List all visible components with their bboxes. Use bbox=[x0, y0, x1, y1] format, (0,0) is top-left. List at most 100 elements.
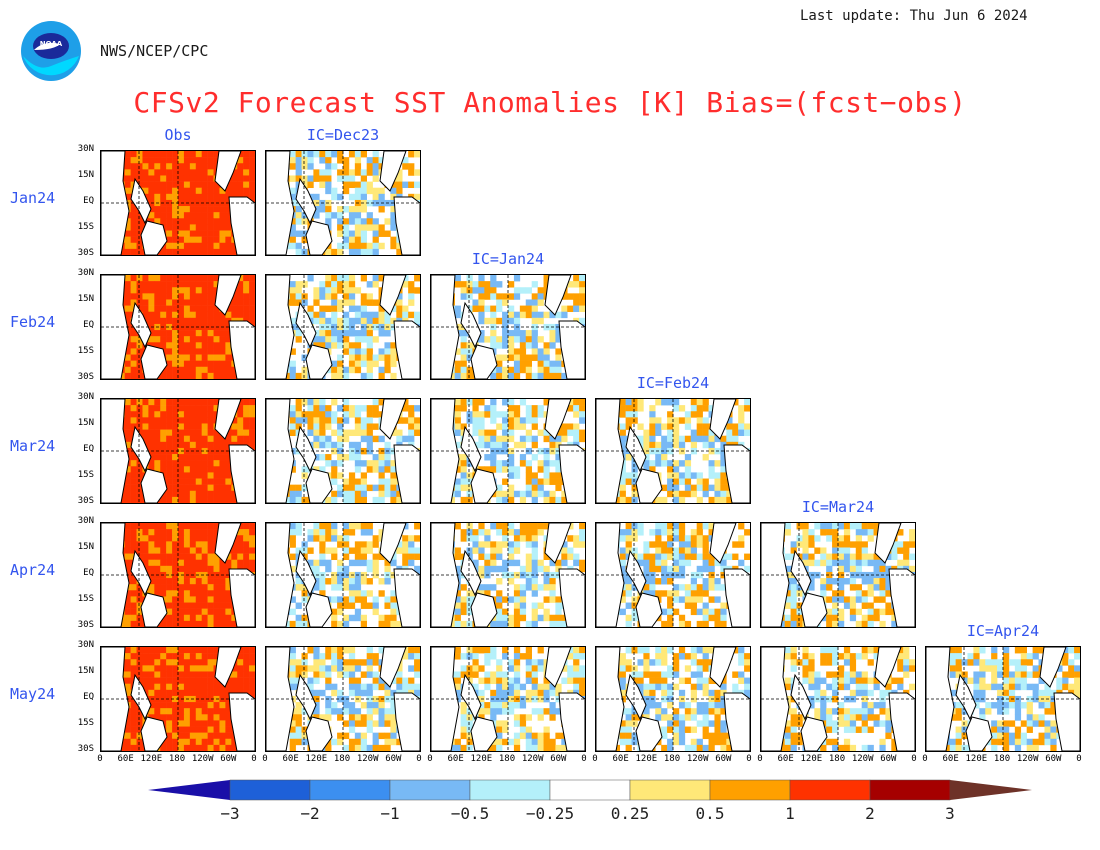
lon-tick-label: 60E bbox=[777, 754, 794, 764]
lat-tick-label: 15N bbox=[77, 294, 94, 304]
map-panel bbox=[265, 398, 421, 504]
lat-tick-label: 15N bbox=[77, 170, 94, 180]
lon-tick-label: 120E bbox=[965, 754, 988, 764]
lat-tick-label: 15S bbox=[77, 470, 94, 480]
lon-tick-label: 0 bbox=[251, 754, 257, 764]
colorbar-tick-label: 2 bbox=[865, 804, 875, 823]
sst-anomaly-map bbox=[101, 275, 255, 379]
column-label: IC=Jan24 bbox=[471, 250, 545, 268]
colorbar-segment bbox=[709, 779, 791, 801]
lon-tick-label: 60E bbox=[447, 754, 464, 764]
map-panel bbox=[430, 522, 586, 628]
lon-tick-label: 120W bbox=[521, 754, 544, 764]
lon-tick-label: 0 bbox=[262, 754, 268, 764]
lon-tick-label: 120W bbox=[686, 754, 709, 764]
colorbar bbox=[148, 779, 1032, 801]
lon-tick-label: 60W bbox=[880, 754, 897, 764]
colorbar-arrow-low bbox=[148, 780, 230, 800]
lon-tick-label: 0 bbox=[746, 754, 752, 764]
agency-label: NWS/NCEP/CPC bbox=[100, 42, 209, 60]
colorbar-tick-label: 1 bbox=[785, 804, 795, 823]
lon-tick-label: 120E bbox=[635, 754, 658, 764]
map-panel bbox=[925, 646, 1081, 752]
row-label: Apr24 bbox=[10, 561, 56, 579]
map-panel bbox=[100, 646, 256, 752]
lat-tick-label: EQ bbox=[83, 196, 94, 206]
noaa-logo: NOAA bbox=[20, 20, 82, 82]
lon-tick-label: 120W bbox=[851, 754, 874, 764]
colorbar-segment bbox=[789, 779, 871, 801]
lon-tick-label: 60E bbox=[282, 754, 299, 764]
last-update-label: Last update: Thu Jun 6 2024 bbox=[800, 8, 1028, 24]
sst-anomaly-map bbox=[431, 647, 585, 751]
lat-tick-label: EQ bbox=[83, 444, 94, 454]
lat-tick-label: 15N bbox=[77, 418, 94, 428]
colorbar-segment bbox=[309, 779, 391, 801]
lon-tick-label: 60W bbox=[715, 754, 732, 764]
sst-anomaly-map bbox=[101, 523, 255, 627]
lon-tick-label: 120W bbox=[191, 754, 214, 764]
colorbar-segment bbox=[469, 779, 551, 801]
sst-anomaly-map bbox=[266, 151, 420, 255]
lon-tick-label: 180 bbox=[663, 754, 681, 764]
row-label: Feb24 bbox=[10, 313, 56, 331]
sst-anomaly-map bbox=[431, 399, 585, 503]
lat-tick-label: 15S bbox=[77, 594, 94, 604]
sst-anomaly-map bbox=[101, 399, 255, 503]
lat-tick-label: 15S bbox=[77, 346, 94, 356]
lon-tick-label: 180 bbox=[828, 754, 846, 764]
lon-tick-label: 120W bbox=[356, 754, 379, 764]
lon-tick-label: 60W bbox=[1045, 754, 1062, 764]
lat-tick-label: 15N bbox=[77, 666, 94, 676]
lat-tick-label: 15S bbox=[77, 718, 94, 728]
colorbar-tick-label: −1 bbox=[380, 804, 400, 823]
map-panel bbox=[430, 646, 586, 752]
lon-tick-label: 180 bbox=[168, 754, 186, 764]
lon-tick-label: 120E bbox=[470, 754, 493, 764]
colorbar-tick-label: −3 bbox=[220, 804, 240, 823]
sst-anomaly-map bbox=[266, 275, 420, 379]
lon-tick-label: 120E bbox=[140, 754, 163, 764]
row-label: Mar24 bbox=[10, 437, 56, 455]
lat-tick-label: 30N bbox=[77, 640, 94, 650]
column-label: Obs bbox=[164, 126, 192, 144]
map-panel bbox=[430, 398, 586, 504]
map-panel bbox=[595, 522, 751, 628]
lon-tick-label: 120E bbox=[305, 754, 328, 764]
sst-anomaly-map bbox=[761, 523, 915, 627]
sst-anomaly-map bbox=[761, 647, 915, 751]
sst-anomaly-map bbox=[101, 151, 255, 255]
lat-tick-label: 30S bbox=[77, 620, 94, 630]
lon-tick-label: 0 bbox=[581, 754, 587, 764]
map-panel bbox=[265, 274, 421, 380]
column-label: IC=Apr24 bbox=[966, 622, 1040, 640]
lat-tick-label: 15S bbox=[77, 222, 94, 232]
lat-tick-label: 30N bbox=[77, 268, 94, 278]
map-panel bbox=[595, 398, 751, 504]
sst-anomaly-map bbox=[431, 523, 585, 627]
sst-anomaly-map bbox=[266, 523, 420, 627]
map-panel bbox=[100, 398, 256, 504]
lon-tick-label: 60W bbox=[385, 754, 402, 764]
svg-text:NOAA: NOAA bbox=[40, 40, 63, 48]
lat-tick-label: 15N bbox=[77, 542, 94, 552]
lon-tick-label: 0 bbox=[1076, 754, 1082, 764]
lon-tick-label: 60E bbox=[942, 754, 959, 764]
lat-tick-label: 30N bbox=[77, 516, 94, 526]
lat-tick-label: 30S bbox=[77, 248, 94, 258]
sst-anomaly-map bbox=[431, 275, 585, 379]
sst-anomaly-map bbox=[266, 399, 420, 503]
lat-tick-label: 30N bbox=[77, 144, 94, 154]
column-label: IC=Mar24 bbox=[801, 498, 875, 516]
colorbar-segment bbox=[549, 779, 631, 801]
colorbar-tick-label: 0.5 bbox=[695, 804, 725, 823]
map-panel bbox=[430, 274, 586, 380]
colorbar-segment bbox=[229, 779, 311, 801]
lat-tick-label: 30S bbox=[77, 744, 94, 754]
sst-anomaly-map bbox=[101, 647, 255, 751]
colorbar-tick-label: −0.5 bbox=[450, 804, 490, 823]
row-label: Jan24 bbox=[10, 189, 56, 207]
lon-tick-label: 120W bbox=[1016, 754, 1039, 764]
sst-anomaly-map bbox=[926, 647, 1080, 751]
row-label: May24 bbox=[10, 685, 56, 703]
